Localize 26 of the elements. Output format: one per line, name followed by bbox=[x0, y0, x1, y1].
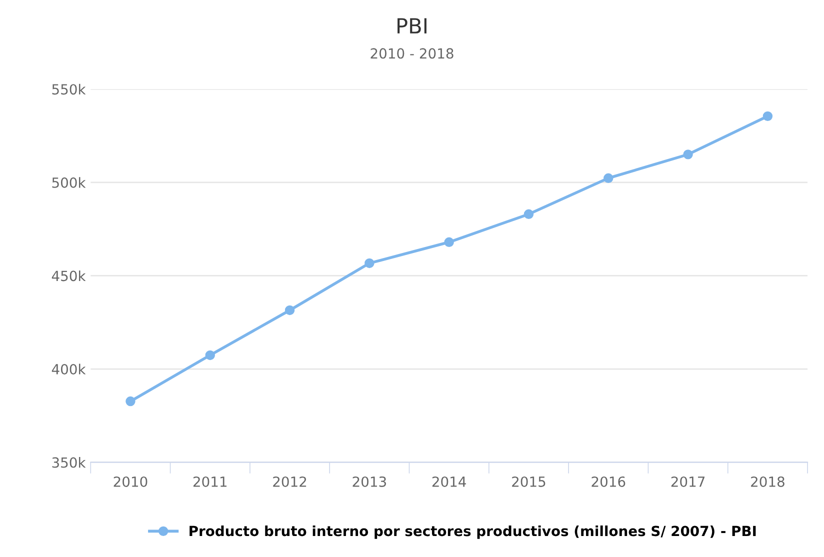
point bbox=[604, 173, 614, 183]
chart-title: PBI bbox=[398, 18, 426, 34]
y-tick-label: 500k bbox=[52, 177, 86, 188]
x-tick-label: 2016 bbox=[592, 476, 626, 487]
y-tick-label: 450k bbox=[52, 270, 86, 282]
point bbox=[762, 111, 773, 122]
x-tick-label: 2013 bbox=[352, 476, 386, 487]
legend-label: Producto bruto interno por sectores productivos (millones S/ 2007) - PBI bbox=[190, 525, 756, 539]
point bbox=[444, 237, 454, 247]
y-tick-label: 350k bbox=[52, 457, 86, 468]
chart-subtitle: 2010 - 2018 bbox=[370, 48, 454, 59]
x-tick-label: 2017 bbox=[671, 476, 705, 487]
y-tick-label: 400k bbox=[52, 364, 86, 374]
point bbox=[205, 350, 215, 360]
point bbox=[364, 258, 374, 268]
y-tick-label: 550k bbox=[52, 84, 86, 95]
x-tick-label: 2010 bbox=[114, 476, 148, 487]
point bbox=[683, 150, 693, 160]
x-tick-label: 2011 bbox=[193, 476, 227, 487]
point bbox=[126, 396, 136, 406]
x-tick-label: 2012 bbox=[273, 476, 306, 487]
point bbox=[284, 305, 295, 316]
x-tick-label: 2015 bbox=[512, 476, 546, 487]
x-tick-label: 2014 bbox=[432, 476, 466, 487]
point bbox=[524, 209, 534, 219]
x-tick-label: 2018 bbox=[751, 476, 784, 487]
